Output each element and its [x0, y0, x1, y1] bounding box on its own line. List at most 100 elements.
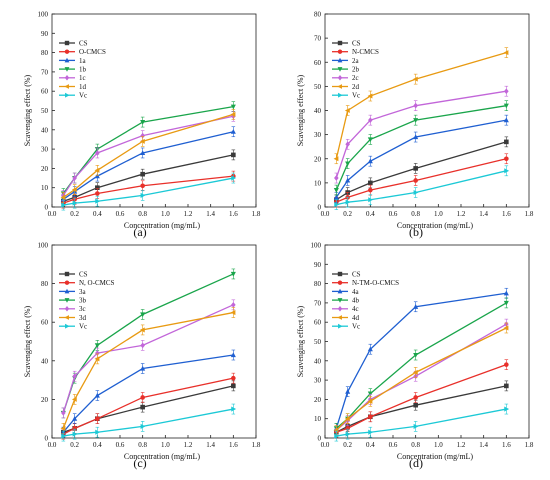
y-tick-label: 40 [314, 107, 322, 115]
data-point [368, 117, 373, 124]
data-point [333, 156, 339, 162]
chart-panel-1: 0.0 0.2 0.4 0.6 0.8 1.0 1.2 1.4 1.6 1.8 0 10 20 30 40 5… [23, 11, 261, 240]
y-tick-label: 0 [318, 435, 322, 443]
plot-frame [51, 244, 257, 439]
x-tick-label: 0.2 [70, 441, 79, 449]
x-tick-label: 0.6 [116, 441, 125, 449]
legend-marker [337, 40, 343, 46]
x-tick-label: 1.2 [457, 210, 466, 218]
legend-entry: 2a [352, 57, 360, 65]
legend-marker [64, 315, 69, 320]
legend-marker [337, 75, 343, 81]
data-point [140, 342, 145, 349]
legend-marker [64, 57, 70, 63]
y-tick-label: 80 [41, 280, 49, 288]
x-tick-label: 0.2 [343, 210, 352, 218]
x-tick-label: 1.4 [479, 441, 488, 449]
x-tick-label: 1.2 [184, 441, 193, 449]
data-point [94, 173, 100, 179]
legend-entry: 4c [352, 305, 359, 313]
legend-marker [338, 92, 343, 98]
data-point [504, 88, 509, 95]
x-tick-label: 1.6 [502, 210, 511, 218]
data-point [367, 398, 373, 404]
legend-marker [64, 49, 70, 54]
data-point [367, 137, 373, 143]
legend-entry: 3a [79, 288, 87, 296]
data-point [139, 138, 145, 144]
data-point [504, 168, 510, 174]
data-point [413, 304, 419, 309]
data-point [231, 301, 236, 308]
data-point [71, 187, 77, 193]
data-point [503, 325, 509, 331]
data-point [345, 199, 351, 205]
y-tick-label: 20 [314, 155, 322, 163]
data-point [94, 392, 100, 398]
data-point [345, 141, 350, 148]
data-point [72, 426, 77, 431]
legend-marker [337, 288, 343, 294]
panel-label: (d) [409, 456, 423, 470]
data-point [333, 194, 339, 200]
data-point [345, 431, 351, 437]
legend-marker [337, 84, 342, 89]
data-point [230, 104, 236, 110]
x-tick-label: 0.4 [93, 210, 102, 218]
data-point [72, 200, 78, 206]
legend-marker [337, 298, 343, 303]
data-point [368, 414, 373, 420]
data-point [413, 166, 418, 171]
data-point [413, 178, 418, 183]
y-tick-label: 10 [314, 179, 322, 187]
chart-panel-3: 0.0 0.2 0.4 0.6 0.8 1.0 1.2 1.4 1.6 1.8 0 20 40 60 80 1… [23, 242, 261, 471]
series-line [62, 105, 234, 194]
data-point [413, 352, 419, 358]
series-line [335, 119, 507, 198]
x-tick-label: 0.8 [411, 441, 420, 449]
legend-entry: CS [352, 270, 361, 278]
series-line [335, 327, 507, 431]
data-point [344, 416, 350, 422]
y-tick-label: 60 [314, 319, 322, 327]
y-tick-label: 10 [41, 184, 49, 192]
legend-entry: Vc [352, 323, 360, 331]
data-point [140, 171, 145, 177]
data-point [413, 134, 419, 140]
legend-entry: 4a [352, 288, 360, 296]
panel-label: (b) [409, 225, 423, 239]
data-point [334, 175, 339, 181]
x-tick-label: 0.0 [48, 441, 57, 449]
x-tick-label: 0.4 [366, 210, 375, 218]
series-line [335, 51, 507, 159]
data-point [344, 107, 350, 114]
legend-entry: Vc [79, 323, 87, 331]
y-tick-label: 30 [41, 146, 49, 154]
legend-entry: 4d [352, 314, 360, 322]
y-tick-label: 50 [41, 107, 49, 115]
data-point [231, 152, 236, 158]
data-point [413, 118, 419, 123]
legend-marker [64, 280, 70, 285]
data-point [140, 395, 145, 400]
data-point [231, 175, 237, 181]
data-point [95, 416, 100, 422]
x-tick-label: 0.4 [93, 441, 102, 449]
x-axis-label: Concentration (mg/mL) [124, 221, 201, 230]
data-point [367, 93, 373, 99]
data-point [95, 150, 100, 156]
legend-marker [64, 271, 70, 277]
x-tick-label: 1.0 [434, 441, 443, 449]
legend-entry: 1c [79, 74, 86, 82]
legend-entry: 4b [352, 297, 360, 305]
data-point [412, 76, 418, 82]
series-line [62, 311, 234, 429]
legend-entry: 3c [79, 305, 86, 313]
data-point [368, 187, 373, 193]
x-tick-label: 1.0 [434, 210, 443, 218]
data-point [230, 111, 236, 117]
x-tick-label: 0.0 [321, 441, 330, 449]
chart-panel-2: 0.0 0.2 0.4 0.6 0.8 1.0 1.2 1.4 1.6 1.8 0 10 20 30 40 5… [296, 11, 534, 240]
data-point [140, 365, 146, 371]
